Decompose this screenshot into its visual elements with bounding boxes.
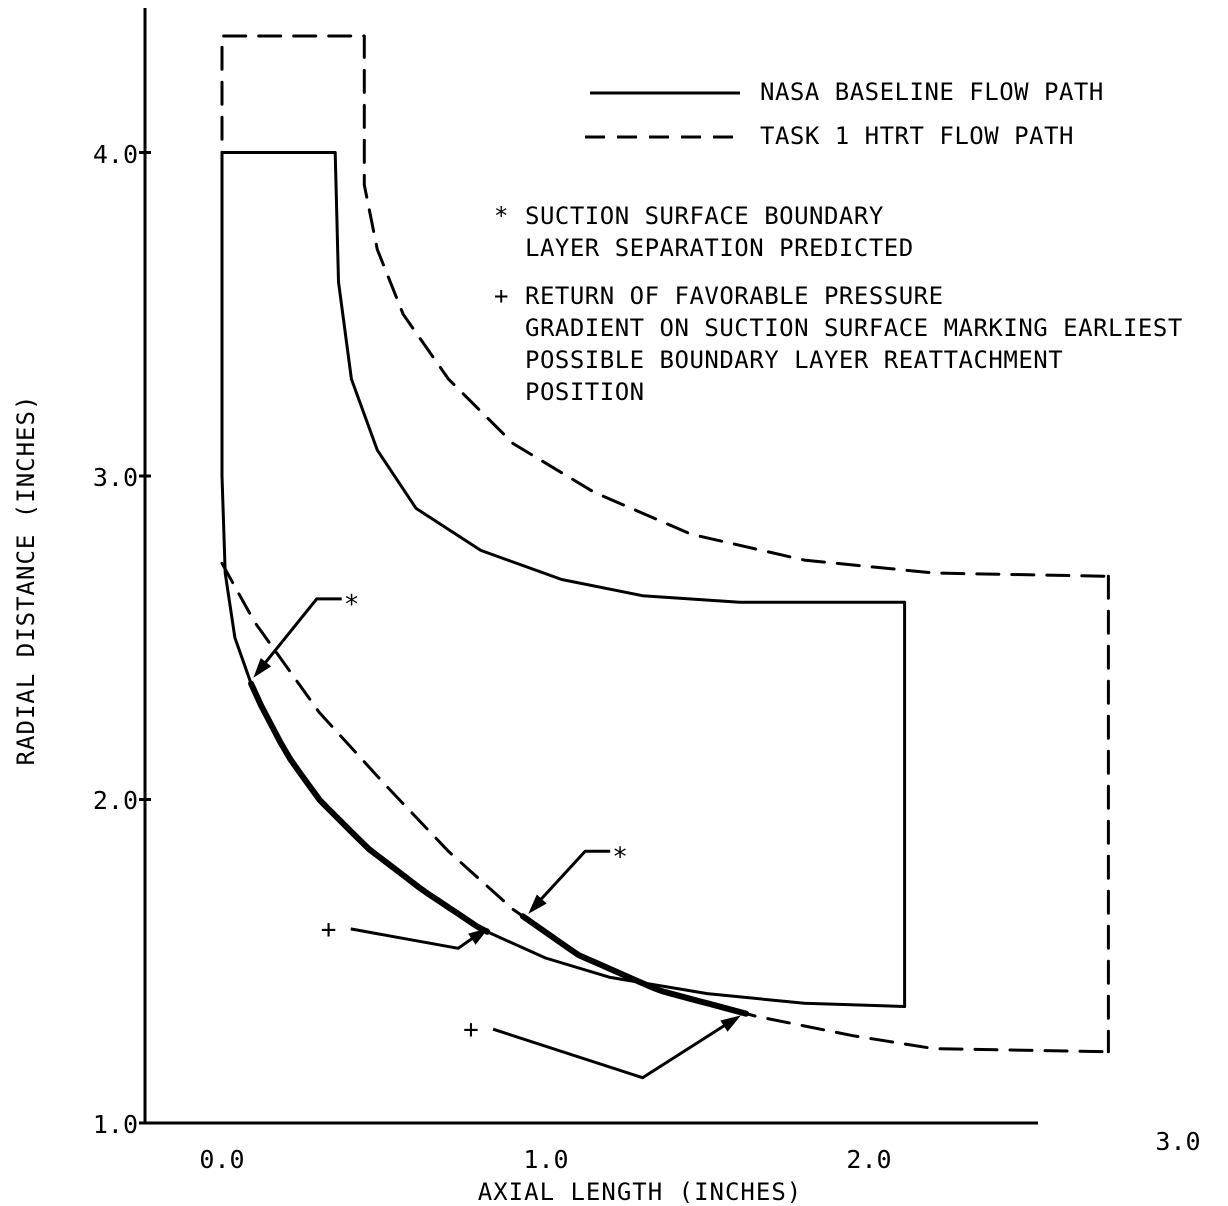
x-axis-title: AXIAL LENGTH (INCHES) xyxy=(478,1178,802,1206)
annotation-leader xyxy=(531,849,611,910)
emphasis-segment xyxy=(248,680,491,935)
notes: * SUCTION SURFACE BOUNDARY LAYER SEPARAT… xyxy=(494,202,1183,406)
note-plus-line: POSITION xyxy=(525,378,645,406)
x-tick-label: 0.0 xyxy=(199,1145,244,1174)
y-tick-label: 2.0 xyxy=(93,786,138,815)
annotation-symbol: * xyxy=(612,842,628,872)
y-axis-title: RADIAL DISTANCE (INCHES) xyxy=(12,395,40,766)
y-tick-label: 1.0 xyxy=(93,1110,138,1139)
baseline-shroud-line xyxy=(220,151,907,604)
x-tick-label: 1.0 xyxy=(523,1145,568,1174)
x-tick-label: 2.0 xyxy=(846,1145,891,1174)
note-plus-line: POSSIBLE BOUNDARY LAYER REATTACHMENT xyxy=(525,346,1063,374)
annotation-arrowhead xyxy=(720,1015,741,1032)
note-plus-line: GRADIENT ON SUCTION SURFACE MARKING EARL… xyxy=(525,314,1183,342)
legend: NASA BASELINE FLOW PATH TASK 1 HTRT FLOW… xyxy=(585,78,1104,150)
annotation-arrowhead xyxy=(468,928,489,945)
series-layer xyxy=(139,34,1110,1125)
x-tick-label: 3.0 xyxy=(1155,1127,1200,1156)
annotation-leader xyxy=(492,1020,731,1080)
note-star-symbol: * xyxy=(494,202,509,230)
htrt-hub-line xyxy=(220,561,1110,1054)
annotation-leader xyxy=(256,597,342,674)
annotation-symbol: * xyxy=(344,590,360,620)
annotation-arrowhead xyxy=(528,894,547,914)
annotation-symbol: + xyxy=(321,915,337,945)
note-star-line: LAYER SEPARATION PREDICTED xyxy=(525,234,914,262)
legend-label-baseline: NASA BASELINE FLOW PATH xyxy=(760,78,1104,106)
y-tick-label: 3.0 xyxy=(93,463,138,492)
annotation-leader xyxy=(350,927,479,950)
note-star-line: SUCTION SURFACE BOUNDARY xyxy=(525,202,884,230)
annotation-arrowhead xyxy=(253,657,272,678)
note-plus-symbol: + xyxy=(494,282,509,310)
emphasis-segment xyxy=(519,913,750,1017)
annotation-layer: * * + + xyxy=(248,590,750,1080)
y-tick-label: 4.0 xyxy=(93,140,138,169)
note-plus-line: RETURN OF FAVORABLE PRESSURE xyxy=(525,282,944,310)
htrt-shroud-line xyxy=(220,34,1110,578)
annotation-symbol: + xyxy=(463,1015,479,1045)
legend-label-htrt: TASK 1 HTRT FLOW PATH xyxy=(760,122,1074,150)
